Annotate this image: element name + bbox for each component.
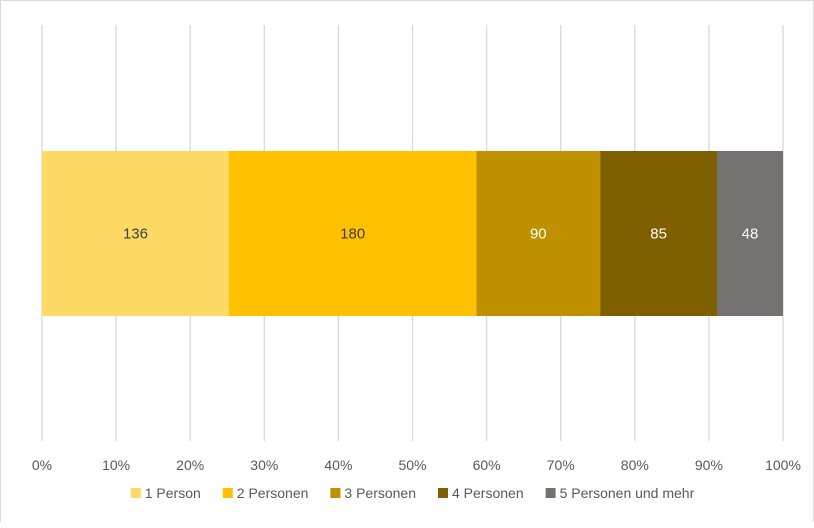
legend-item: 2 Personen <box>222 485 309 501</box>
legend-item: 5 Personen und mehr <box>545 485 695 501</box>
data-label: 85 <box>650 226 667 243</box>
legend-item: 3 Personen <box>330 485 416 501</box>
legend-label: 4 Personen <box>452 485 524 501</box>
data-label: 136 <box>123 226 148 243</box>
data-label: 90 <box>530 226 547 243</box>
bar-segment <box>42 151 229 316</box>
bar-segment <box>600 151 718 316</box>
bar-segment <box>228 151 477 316</box>
legend-label: 3 Personen <box>344 485 416 501</box>
x-axis-ticks: 0% 10% 20% 30% 40% 50% 60% 70% 80% 90% 100% <box>32 457 801 473</box>
x-tick-label: 80% <box>621 457 649 473</box>
legend-swatch <box>438 488 449 498</box>
legend: 1 Person 2 Personen 3 Personen 4 Personen 5 … <box>130 485 695 501</box>
legend-item: 1 Person <box>130 485 201 501</box>
legend-swatch <box>330 488 341 498</box>
bar-segment <box>717 151 783 316</box>
x-tick-label: 10% <box>102 457 130 473</box>
data-label: 180 <box>340 226 365 243</box>
x-tick-label: 70% <box>547 457 575 473</box>
data-labels: 136 180 90 85 48 <box>123 226 758 243</box>
legend-swatch <box>222 488 233 498</box>
x-tick-label: 100% <box>765 457 801 473</box>
legend-swatch <box>130 488 141 498</box>
bar-segment <box>476 151 601 316</box>
x-tick-label: 90% <box>695 457 723 473</box>
data-label: 48 <box>742 226 759 243</box>
x-tick-label: 0% <box>32 457 52 473</box>
legend-label: 2 Personen <box>237 485 309 501</box>
x-tick-label: 60% <box>473 457 501 473</box>
x-tick-label: 30% <box>250 457 278 473</box>
legend-swatch <box>545 488 556 498</box>
legend-label: 1 Person <box>145 485 201 501</box>
x-tick-label: 20% <box>176 457 204 473</box>
x-tick-label: 40% <box>324 457 352 473</box>
legend-item: 4 Personen <box>438 485 524 501</box>
x-tick-label: 50% <box>398 457 426 473</box>
legend-label: 5 Personen und mehr <box>560 485 695 501</box>
bar-segments <box>42 151 783 316</box>
